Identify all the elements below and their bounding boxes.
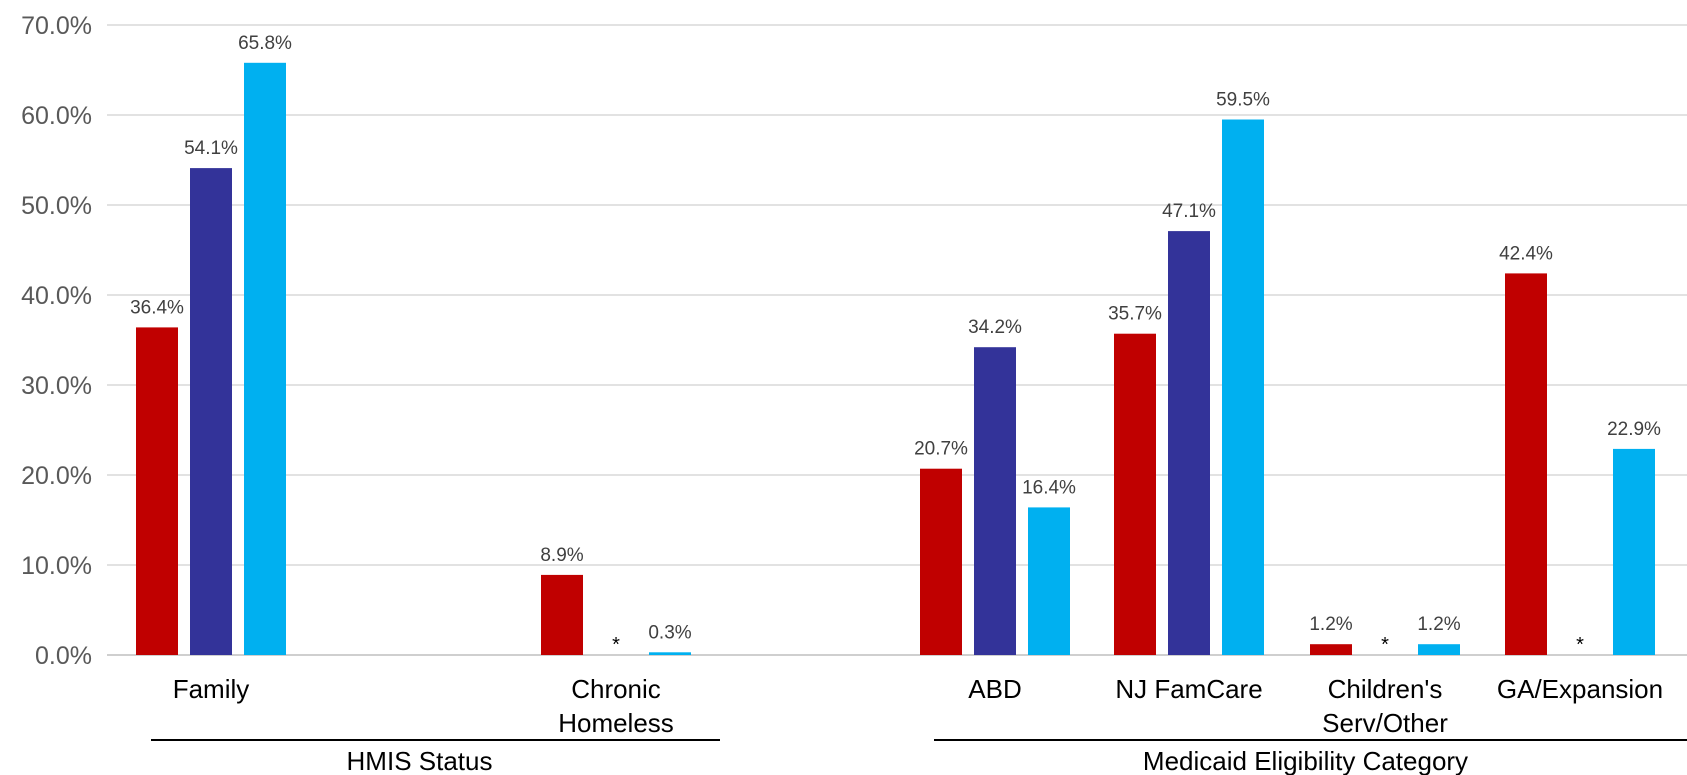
bar: [1505, 273, 1547, 655]
data-label: 0.3%: [648, 622, 691, 643]
group-label: Medicaid Eligibility Category: [1143, 746, 1468, 775]
bar: [1222, 119, 1264, 655]
y-tick-label: 60.0%: [21, 102, 92, 130]
bar: [1028, 507, 1070, 655]
y-tick-label: 70.0%: [21, 12, 92, 40]
data-label: 1.2%: [1417, 614, 1460, 635]
y-tick-label: 0.0%: [35, 642, 92, 670]
y-tick-label: 30.0%: [21, 372, 92, 400]
x-tick-label: Chronic: [571, 674, 661, 704]
x-tick-label: GA/Expansion: [1497, 674, 1663, 704]
data-label: 59.5%: [1216, 90, 1270, 111]
bar: [1114, 333, 1156, 655]
data-label: 65.8%: [238, 33, 292, 54]
data-label: 54.1%: [184, 138, 238, 159]
x-tick-label: NJ FamCare: [1115, 674, 1262, 704]
data-label: 42.4%: [1499, 243, 1553, 264]
bar: [974, 347, 1016, 655]
bar: [136, 327, 178, 655]
bar: [541, 574, 583, 655]
bar: [190, 168, 232, 655]
data-label: 34.2%: [968, 317, 1022, 338]
group-label: HMIS Status: [347, 746, 493, 775]
data-label: 36.4%: [130, 297, 184, 318]
bar: [244, 62, 286, 656]
x-tick-label: Children's: [1328, 674, 1443, 704]
bar: [649, 652, 691, 655]
y-tick-label: 50.0%: [21, 192, 92, 220]
x-tick-label: ABD: [968, 674, 1021, 704]
y-tick-label: 10.0%: [21, 552, 92, 580]
x-tick-label: Homeless: [558, 708, 674, 738]
x-tick-label: Serv/Other: [1322, 708, 1448, 738]
x-tick-label: Family: [173, 674, 250, 704]
data-label: 16.4%: [1022, 477, 1076, 498]
bar: [920, 468, 962, 655]
bar: [1418, 644, 1460, 655]
data-label: 22.9%: [1607, 419, 1661, 440]
y-tick-label: 20.0%: [21, 462, 92, 490]
data-label: *: [1576, 634, 1584, 656]
bar: [1613, 448, 1655, 655]
data-label: 20.7%: [914, 439, 968, 460]
data-label: 47.1%: [1162, 201, 1216, 222]
data-label: *: [1381, 634, 1389, 656]
y-tick-label: 40.0%: [21, 282, 92, 310]
bar: [1168, 231, 1210, 655]
data-label: 35.7%: [1108, 304, 1162, 325]
data-label: 1.2%: [1309, 614, 1352, 635]
data-label: *: [612, 634, 620, 656]
data-label: 8.9%: [540, 545, 583, 566]
bar: [1310, 644, 1352, 655]
